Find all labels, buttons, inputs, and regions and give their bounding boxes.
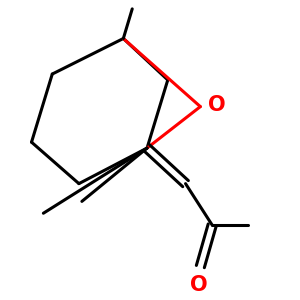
- Text: O: O: [208, 95, 225, 115]
- Text: O: O: [190, 275, 208, 296]
